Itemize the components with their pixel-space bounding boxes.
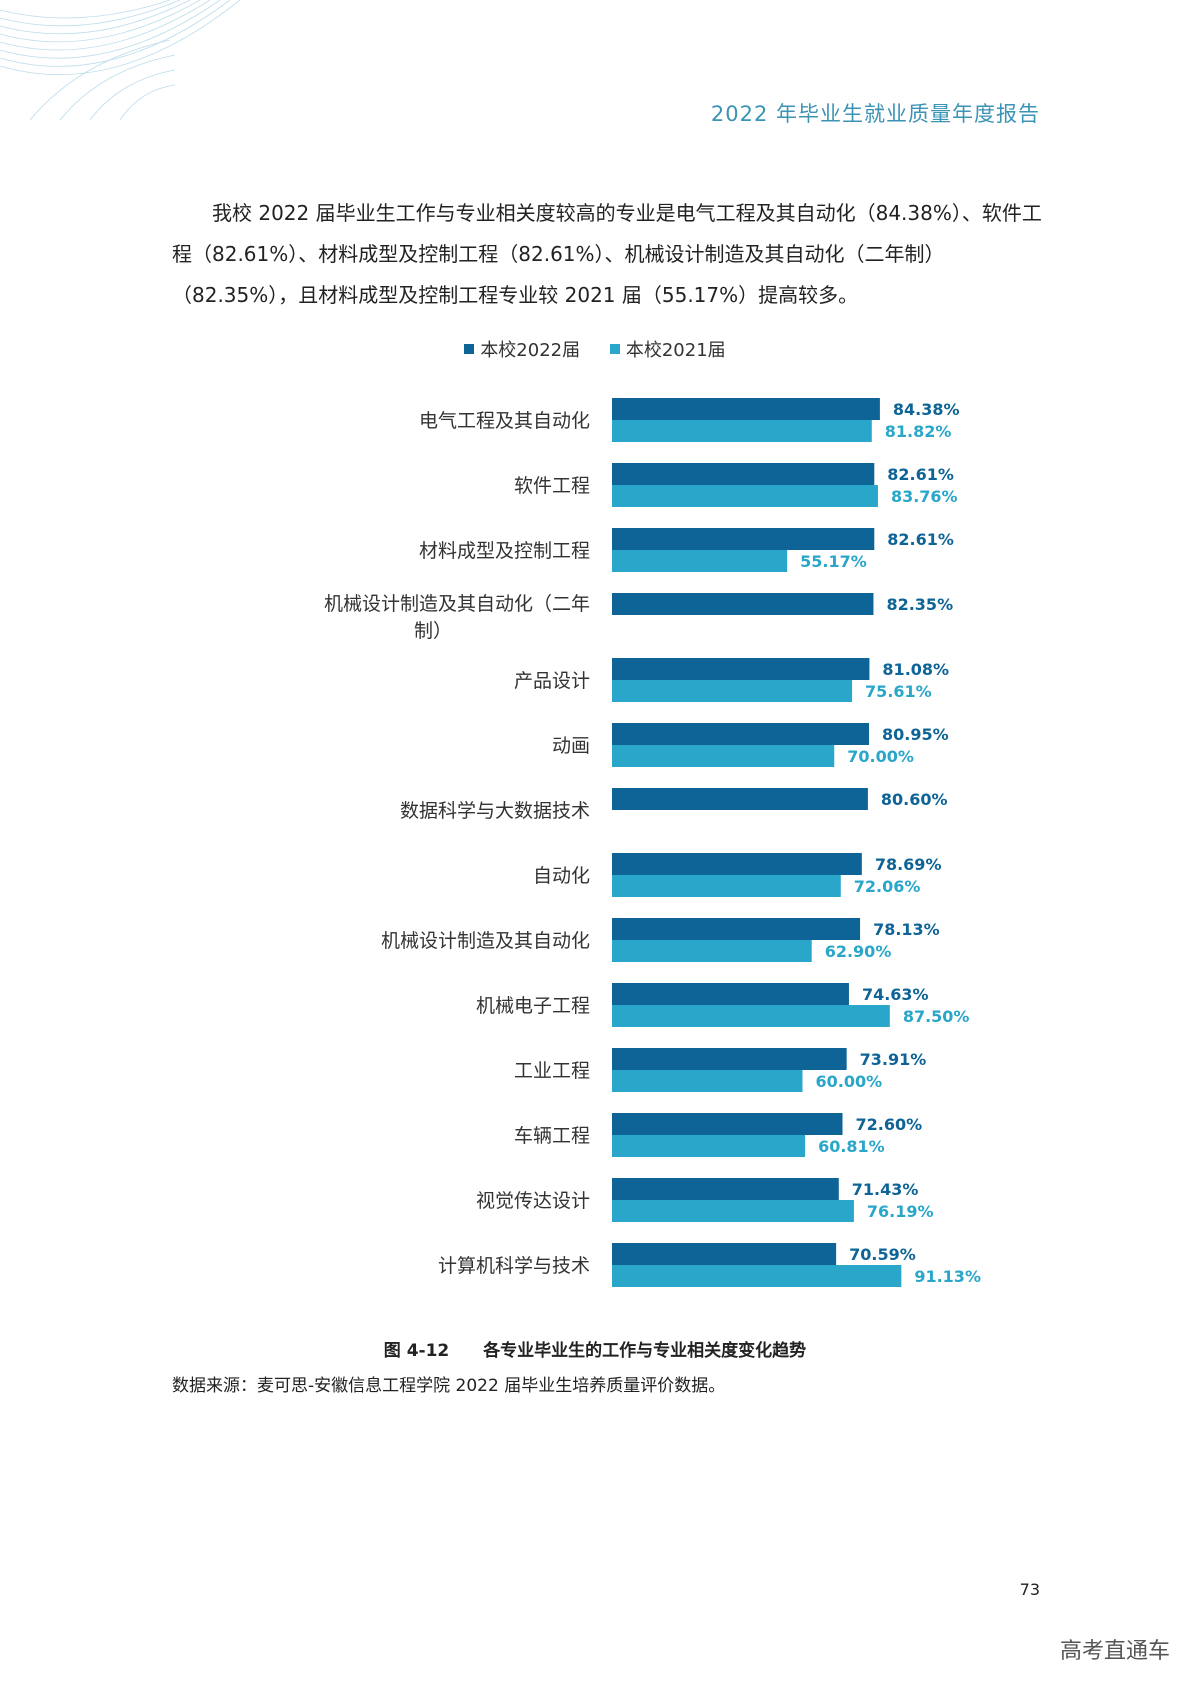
value-label-2021: 81.82%	[885, 422, 952, 441]
bar-2021	[612, 550, 788, 572]
bar-2021	[612, 745, 835, 767]
legend-item-2022: 本校2022届	[464, 336, 580, 362]
category-label: 视觉传达设计	[476, 1190, 590, 1212]
report-header-title: 2022 年毕业生就业质量年度报告	[710, 102, 1040, 126]
value-label-2021: 60.00%	[816, 1072, 883, 1091]
value-label-2022: 73.91%	[860, 1050, 927, 1069]
legend-label-2021: 本校2021届	[625, 340, 726, 361]
value-label-2021: 87.50%	[903, 1007, 970, 1026]
data-source-note: 数据来源：麦可思-安徽信息工程学院 2022 届毕业生培养质量评价数据。	[172, 1376, 726, 1396]
value-label-2022: 81.08%	[882, 660, 949, 679]
bar-2022	[612, 853, 862, 875]
bar-2021	[612, 680, 853, 702]
legend-item-2021: 本校2021届	[609, 336, 726, 362]
value-label-2022: 80.60%	[881, 790, 948, 809]
value-label-2021: 55.17%	[800, 552, 867, 571]
category-label-line: 制）	[414, 620, 452, 642]
bar-2022	[612, 528, 875, 550]
category-label: 机械设计制造及其自动化（二年制）	[324, 593, 590, 642]
chart-legend: 本校2022届 本校2021届	[0, 336, 1190, 362]
value-label-2021: 76.19%	[867, 1202, 934, 1221]
bar-2022	[612, 723, 870, 745]
value-label-2021: 75.61%	[865, 682, 932, 701]
category-label: 机械设计制造及其自动化	[381, 930, 590, 952]
bar-2022	[612, 1243, 837, 1265]
bar-2022	[612, 1113, 843, 1135]
category-label: 电气工程及其自动化	[419, 410, 590, 432]
bar-2021	[612, 1265, 902, 1287]
bar-2022	[612, 1178, 839, 1200]
legend-label-2022: 本校2022届	[480, 340, 581, 361]
value-label-2022: 78.69%	[875, 855, 942, 874]
value-label-2022: 78.13%	[873, 920, 940, 939]
value-label-2021: 72.06%	[854, 877, 921, 896]
category-label: 机械电子工程	[476, 995, 590, 1017]
intro-paragraph: 我校 2022 届毕业生工作与专业相关度较高的专业是电气工程及其自动化（84.3…	[172, 201, 1042, 307]
bar-2021	[612, 1200, 854, 1222]
bar-2022	[612, 983, 849, 1005]
value-label-2022: 72.60%	[856, 1115, 923, 1134]
category-label: 动画	[552, 735, 590, 757]
decorative-corner-lines	[0, 0, 240, 120]
value-label-2022: 82.61%	[887, 465, 954, 484]
page-number: 73	[1019, 1580, 1040, 1599]
category-label: 产品设计	[514, 670, 590, 692]
category-label: 软件工程	[514, 475, 590, 497]
bar-2021	[612, 1070, 803, 1092]
bar-2022	[612, 398, 880, 420]
value-label-2022: 74.63%	[862, 985, 929, 1004]
watermark-text: 高考直通车	[1059, 1639, 1170, 1664]
bar-2022	[612, 463, 875, 485]
bar-2022	[612, 788, 868, 810]
value-label-2022: 80.95%	[882, 725, 949, 744]
bar-2021	[612, 485, 878, 507]
bar-2021	[612, 940, 812, 962]
value-label-2022: 70.59%	[849, 1245, 916, 1264]
bar-2022	[612, 593, 874, 615]
value-label-2021: 62.90%	[825, 942, 892, 961]
value-label-2022: 82.61%	[887, 530, 954, 549]
value-label-2022: 82.35%	[886, 595, 953, 614]
legend-swatch-2022	[464, 344, 475, 354]
value-label-2022: 84.38%	[893, 400, 960, 419]
bar-2021	[612, 1135, 806, 1157]
value-label-2021: 91.13%	[914, 1267, 981, 1286]
figure-title: 各专业毕业生的工作与专业相关度变化趋势	[483, 1341, 807, 1361]
value-label-2021: 60.81%	[818, 1137, 885, 1156]
category-label: 自动化	[533, 865, 590, 887]
category-label: 材料成型及控制工程	[419, 540, 590, 562]
category-label: 数据科学与大数据技术	[400, 800, 590, 822]
category-label: 计算机科学与技术	[438, 1255, 590, 1277]
value-label-2022: 71.43%	[852, 1180, 919, 1199]
legend-swatch-2021	[609, 344, 620, 354]
value-label-2021: 70.00%	[847, 747, 914, 766]
figure-number: 图 4-12	[383, 1341, 450, 1361]
category-label: 车辆工程	[514, 1125, 590, 1147]
category-label: 工业工程	[514, 1060, 590, 1082]
value-label-2021: 83.76%	[891, 487, 958, 506]
bar-2021	[612, 1005, 890, 1027]
category-label-line: 机械设计制造及其自动化（二年	[324, 593, 590, 615]
bar-2022	[612, 658, 870, 680]
bar-2022	[612, 918, 861, 940]
bar-2021	[612, 420, 872, 442]
figure-caption: 图 4-12 各专业毕业生的工作与专业相关度变化趋势	[0, 1336, 1190, 1361]
bar-2021	[612, 875, 841, 897]
bar-2022	[612, 1048, 847, 1070]
